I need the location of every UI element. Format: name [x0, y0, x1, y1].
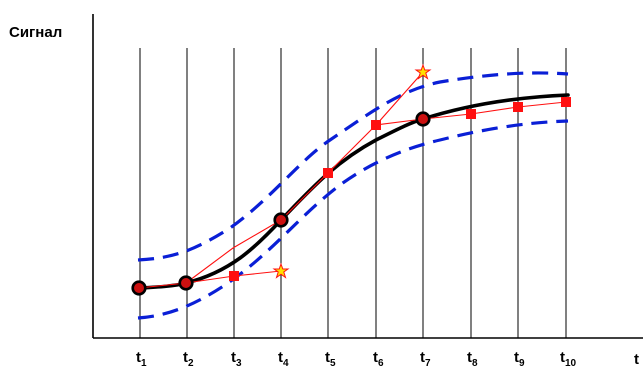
- time-label-t8: t8: [467, 349, 478, 369]
- key-points: [131, 111, 431, 296]
- upper-band-dashed-curve: [137, 71, 569, 262]
- key-point-t7: [415, 111, 431, 127]
- time-label-t9: t9: [514, 349, 525, 369]
- measurement-markers: [229, 97, 571, 281]
- y-axis-label: Сигнал: [9, 24, 62, 41]
- key-point-t4: [273, 212, 289, 228]
- time-labels: t1 t2 t3 t4 t5 t6 t7 t8 t9 t10: [136, 349, 577, 369]
- time-label-t2: t2: [183, 349, 194, 369]
- time-label-t5: t5: [325, 349, 336, 369]
- time-label-t6: t6: [373, 349, 384, 369]
- lower-band-dashed-curve: [137, 119, 569, 320]
- key-point-t2: [178, 275, 194, 291]
- measurement-point-t6: [371, 120, 381, 130]
- time-label-t7: t7: [420, 349, 431, 369]
- time-gridlines: [139, 48, 567, 338]
- x-axis-label: t: [634, 351, 639, 368]
- time-label-t1: t1: [136, 349, 147, 369]
- measurement-point-t5: [323, 168, 333, 178]
- measurement-point-t9: [513, 102, 523, 112]
- measurement-point-t8: [466, 109, 476, 119]
- measurement-point-t10: [561, 97, 571, 107]
- star-icon: [272, 262, 290, 279]
- time-label-t10: t10: [560, 349, 577, 369]
- key-point-t1: [131, 280, 147, 296]
- time-label-t3: t3: [231, 349, 242, 369]
- time-label-t4: t4: [278, 349, 289, 369]
- outlier-marker-t7: [414, 63, 432, 80]
- outlier-marker-t4: [272, 262, 290, 279]
- measurement-point-t3: [229, 271, 239, 281]
- measurement-line-branch: [185, 71, 424, 284]
- measurement-line: [138, 270, 282, 289]
- star-icon: [414, 63, 432, 80]
